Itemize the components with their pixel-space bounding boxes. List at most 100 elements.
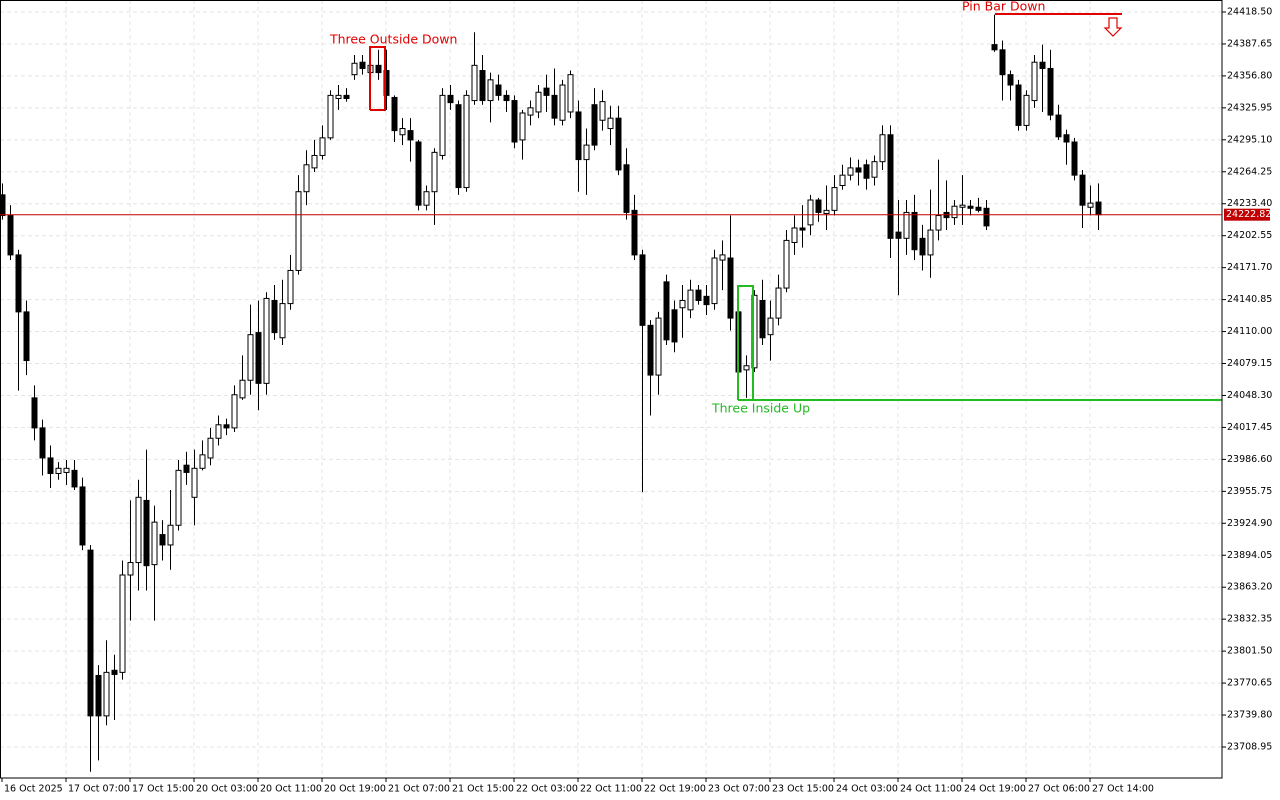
candle-body bbox=[959, 204, 966, 208]
candle-body bbox=[1087, 202, 1094, 208]
candle-body bbox=[1095, 201, 1102, 216]
candle-body bbox=[87, 549, 94, 717]
candle-body bbox=[343, 94, 350, 99]
candle-body bbox=[271, 299, 278, 334]
x-tick-label: 23 Oct 15:00 bbox=[772, 784, 834, 795]
y-tick-label: 23894.05 bbox=[1227, 550, 1272, 561]
candle-body bbox=[631, 209, 638, 256]
candle-body bbox=[215, 424, 222, 439]
x-tick-label: 23 Oct 07:00 bbox=[708, 784, 770, 795]
x-tick-label: 17 Oct 15:00 bbox=[132, 784, 194, 795]
pattern-label: Pin Bar Down bbox=[962, 0, 1045, 14]
candle-body bbox=[583, 144, 590, 161]
y-tick-label: 24325.95 bbox=[1227, 102, 1272, 113]
y-tick-label: 23770.65 bbox=[1227, 678, 1272, 689]
candle-body bbox=[1015, 84, 1022, 126]
candle-body bbox=[239, 379, 246, 399]
candle-body bbox=[975, 206, 982, 211]
candle-body bbox=[335, 94, 342, 99]
x-tick-label: 17 Oct 07:00 bbox=[68, 784, 130, 795]
candle-body bbox=[599, 101, 606, 121]
candle-body bbox=[559, 84, 566, 121]
candle-body bbox=[775, 287, 782, 319]
candle-body bbox=[71, 469, 78, 488]
candle-body bbox=[119, 574, 126, 673]
x-tick-label: 21 Oct 07:00 bbox=[388, 784, 450, 795]
y-tick-label: 24387.65 bbox=[1227, 38, 1272, 49]
y-tick-label: 24171.70 bbox=[1227, 262, 1272, 273]
candle-body bbox=[1039, 61, 1046, 69]
patterns: Three Outside Down Pin Bar Down Three In… bbox=[329, 0, 1222, 416]
candle-body bbox=[39, 427, 46, 459]
candle-body bbox=[279, 303, 286, 339]
candle-body bbox=[487, 79, 494, 102]
y-tick-label: 24356.80 bbox=[1227, 70, 1272, 81]
candle-body bbox=[839, 174, 846, 187]
y-tick-label: 23986.60 bbox=[1227, 454, 1272, 465]
y-tick-label: 24079.15 bbox=[1227, 358, 1272, 369]
x-tick-label: 20 Oct 19:00 bbox=[324, 784, 386, 795]
candle-body bbox=[175, 469, 182, 526]
candle-body bbox=[671, 309, 678, 343]
candle-body bbox=[495, 84, 502, 96]
candle-body bbox=[399, 128, 406, 136]
candle-body bbox=[999, 49, 1006, 76]
candle-body bbox=[287, 269, 294, 305]
x-tick-label: 16 Oct 2025 bbox=[4, 784, 63, 795]
candle-body bbox=[911, 211, 918, 251]
candle-body bbox=[223, 424, 230, 429]
candle-body bbox=[791, 227, 798, 243]
candle-body bbox=[351, 62, 358, 76]
candles bbox=[0, 14, 1102, 772]
x-tick-label: 27 Oct 14:00 bbox=[1092, 784, 1154, 795]
candle-body bbox=[199, 454, 206, 469]
candle-body bbox=[783, 239, 790, 289]
x-tick-label: 20 Oct 03:00 bbox=[196, 784, 258, 795]
candle-body bbox=[743, 365, 750, 371]
candle-body bbox=[703, 295, 710, 306]
candle-body bbox=[431, 151, 438, 193]
candle-body bbox=[319, 137, 326, 156]
candle-body bbox=[855, 167, 862, 173]
candle-body bbox=[7, 215, 14, 256]
candle-body bbox=[1047, 67, 1054, 116]
candle-body bbox=[847, 167, 854, 176]
candle-body bbox=[815, 199, 822, 213]
candle-body bbox=[15, 254, 22, 313]
candle-body bbox=[527, 107, 534, 116]
candle-body bbox=[887, 134, 894, 239]
x-tick-label: 22 Oct 11:00 bbox=[580, 784, 642, 795]
candle-body bbox=[415, 141, 422, 206]
candle-body bbox=[207, 437, 214, 459]
pattern-box bbox=[737, 285, 754, 400]
candle-body bbox=[575, 111, 582, 161]
candle-body bbox=[135, 496, 142, 564]
candle-body bbox=[679, 299, 686, 309]
candle-body bbox=[967, 205, 974, 209]
candle-body bbox=[535, 91, 542, 113]
candle-body bbox=[711, 257, 718, 305]
candle-body bbox=[95, 674, 102, 717]
candle-body bbox=[255, 332, 262, 384]
candle-body bbox=[111, 669, 118, 675]
y-tick-label: 23955.75 bbox=[1227, 486, 1272, 497]
x-tick-label: 20 Oct 11:00 bbox=[260, 784, 322, 795]
candle-body bbox=[439, 94, 446, 156]
candle-body bbox=[951, 205, 958, 219]
candle-body bbox=[1031, 61, 1038, 102]
pattern-label: Three Inside Up bbox=[711, 401, 810, 416]
candle-body bbox=[23, 311, 30, 362]
candle-body bbox=[831, 187, 838, 211]
x-tick-label: 27 Oct 06:00 bbox=[1028, 784, 1090, 795]
candle-body bbox=[167, 524, 174, 546]
candle-body bbox=[31, 397, 38, 429]
candle-body bbox=[143, 499, 150, 567]
candle-body bbox=[615, 117, 622, 171]
y-tick-label: 24295.10 bbox=[1227, 134, 1272, 145]
candle-body bbox=[903, 211, 910, 239]
plot-frame bbox=[0, 0, 1223, 779]
candle-body bbox=[591, 104, 598, 146]
candle-body bbox=[407, 130, 414, 141]
candle-body bbox=[55, 467, 62, 474]
